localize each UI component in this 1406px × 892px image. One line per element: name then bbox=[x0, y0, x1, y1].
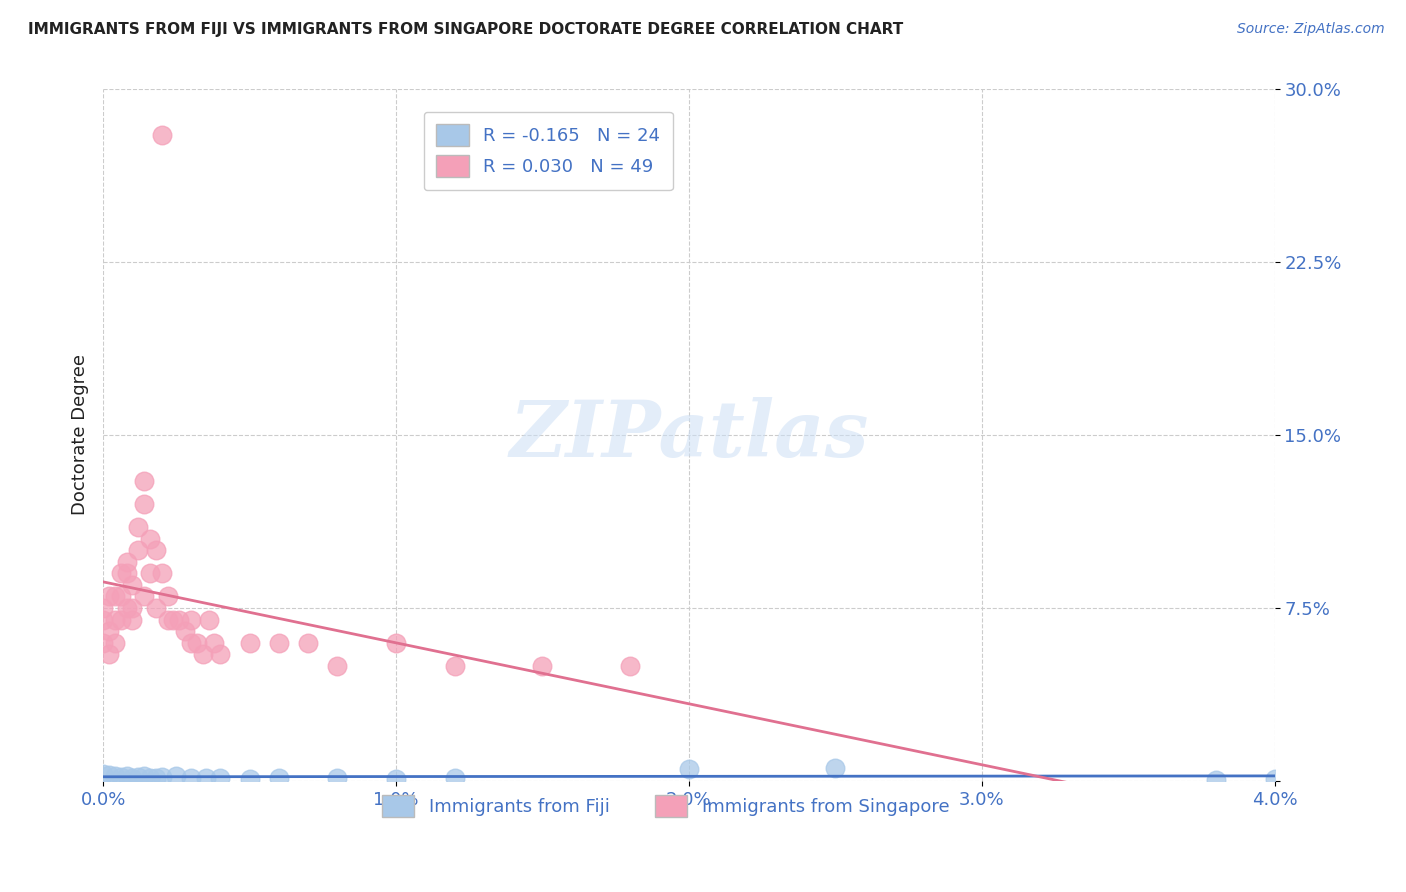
Point bbox=[115, 769, 138, 783]
Point bbox=[174, 624, 197, 638]
Point bbox=[110, 613, 132, 627]
Point bbox=[150, 566, 173, 581]
Point bbox=[91, 767, 114, 781]
Point bbox=[239, 772, 262, 786]
Point bbox=[191, 647, 214, 661]
Point bbox=[104, 769, 127, 783]
Point bbox=[134, 769, 156, 783]
Point bbox=[385, 635, 408, 649]
Point bbox=[139, 566, 162, 581]
Point bbox=[385, 772, 408, 786]
Text: ZIPatlas: ZIPatlas bbox=[509, 397, 869, 473]
Point bbox=[134, 474, 156, 488]
Point bbox=[326, 771, 349, 785]
Point bbox=[110, 566, 132, 581]
Point bbox=[121, 771, 143, 785]
Point bbox=[239, 635, 262, 649]
Point bbox=[110, 590, 132, 604]
Point bbox=[110, 770, 132, 784]
Point bbox=[127, 520, 149, 534]
Point bbox=[169, 613, 191, 627]
Point bbox=[127, 543, 149, 558]
Point bbox=[619, 658, 641, 673]
Point bbox=[145, 601, 167, 615]
Point bbox=[98, 647, 121, 661]
Y-axis label: Doctorate Degree: Doctorate Degree bbox=[72, 354, 89, 516]
Point bbox=[134, 497, 156, 511]
Point bbox=[531, 658, 554, 673]
Text: Source: ZipAtlas.com: Source: ZipAtlas.com bbox=[1237, 22, 1385, 37]
Point bbox=[104, 635, 127, 649]
Point bbox=[204, 635, 226, 649]
Point bbox=[127, 770, 149, 784]
Point bbox=[91, 635, 114, 649]
Point bbox=[145, 771, 167, 785]
Point bbox=[115, 601, 138, 615]
Point bbox=[121, 601, 143, 615]
Point bbox=[156, 590, 179, 604]
Point bbox=[115, 566, 138, 581]
Text: IMMIGRANTS FROM FIJI VS IMMIGRANTS FROM SINGAPORE DOCTORATE DEGREE CORRELATION C: IMMIGRANTS FROM FIJI VS IMMIGRANTS FROM … bbox=[28, 22, 904, 37]
Point bbox=[91, 601, 114, 615]
Point bbox=[209, 771, 232, 785]
Point bbox=[156, 613, 179, 627]
Point bbox=[1264, 772, 1286, 786]
Point bbox=[197, 613, 219, 627]
Point bbox=[180, 613, 202, 627]
Point bbox=[115, 555, 138, 569]
Point bbox=[194, 771, 217, 785]
Point bbox=[678, 763, 700, 777]
Point bbox=[150, 770, 173, 784]
Point bbox=[824, 761, 846, 775]
Point bbox=[104, 613, 127, 627]
Point bbox=[165, 769, 187, 783]
Point bbox=[145, 543, 167, 558]
Point bbox=[98, 768, 121, 782]
Point bbox=[180, 635, 202, 649]
Point bbox=[121, 578, 143, 592]
Point bbox=[297, 635, 319, 649]
Point bbox=[267, 771, 290, 785]
Point bbox=[443, 658, 465, 673]
Point bbox=[150, 128, 173, 142]
Legend: Immigrants from Fiji, Immigrants from Singapore: Immigrants from Fiji, Immigrants from Si… bbox=[374, 788, 956, 824]
Point bbox=[443, 771, 465, 785]
Point bbox=[1205, 772, 1227, 787]
Point bbox=[91, 613, 114, 627]
Point bbox=[162, 613, 184, 627]
Point bbox=[139, 771, 162, 785]
Point bbox=[104, 590, 127, 604]
Point bbox=[186, 635, 208, 649]
Point bbox=[98, 624, 121, 638]
Point bbox=[139, 532, 162, 546]
Point bbox=[180, 771, 202, 785]
Point bbox=[134, 590, 156, 604]
Point bbox=[267, 635, 290, 649]
Point bbox=[326, 658, 349, 673]
Point bbox=[98, 590, 121, 604]
Point bbox=[209, 647, 232, 661]
Point bbox=[121, 613, 143, 627]
